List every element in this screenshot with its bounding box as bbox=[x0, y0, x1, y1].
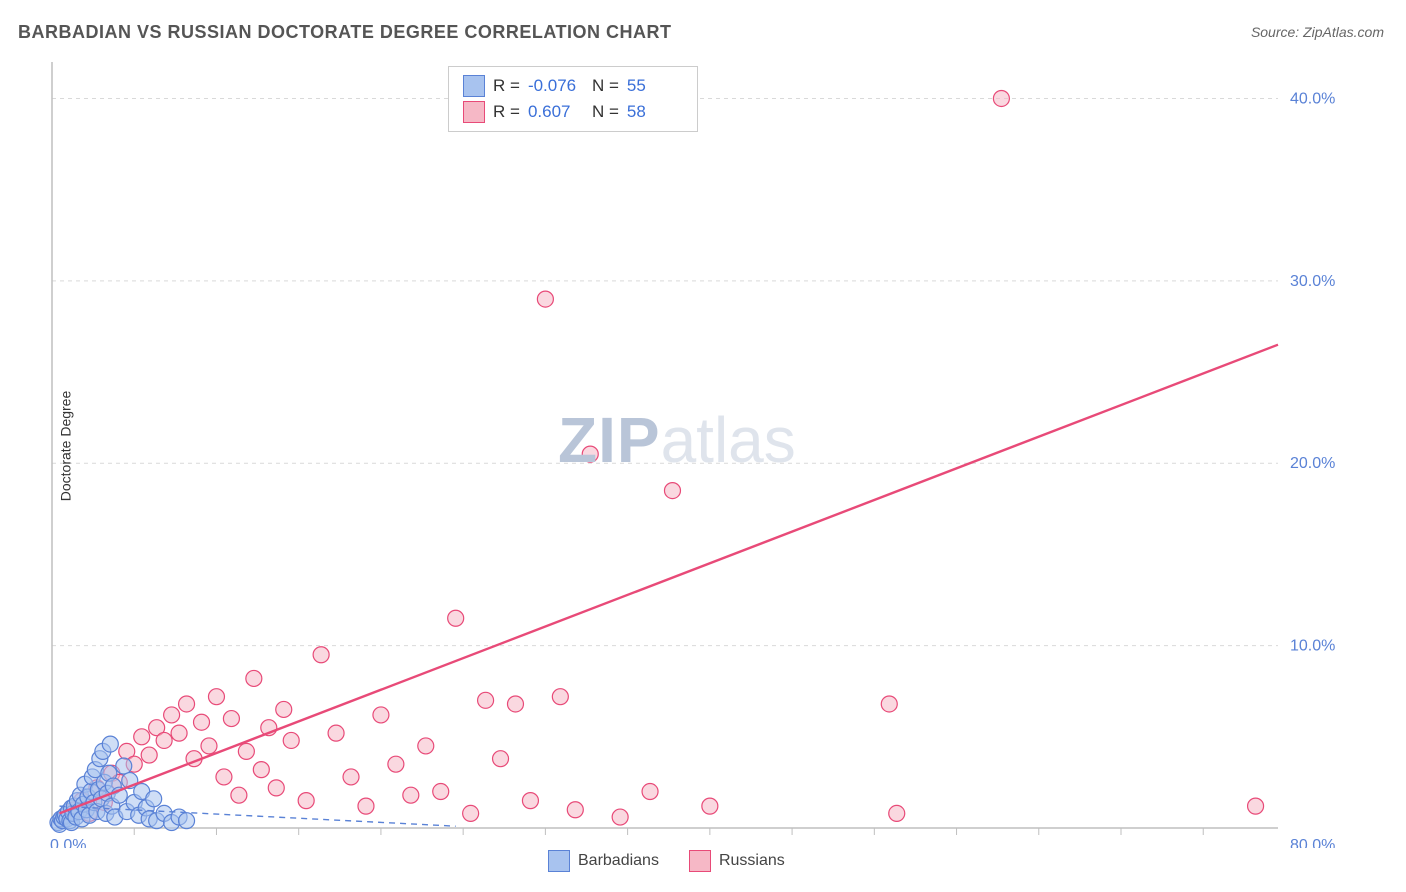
plot-svg: 10.0% 20.0% 30.0% 40.0% 0.0% 80.0% bbox=[48, 58, 1338, 848]
legend-swatch-barbadians-bottom bbox=[548, 850, 570, 872]
svg-text:0.0%: 0.0% bbox=[50, 837, 86, 848]
legend-n-value-barbadians: 55 bbox=[627, 73, 683, 99]
legend-n-label: N = bbox=[592, 99, 619, 125]
legend-swatch-russians bbox=[463, 101, 485, 123]
legend-item-barbadians: Barbadians bbox=[548, 850, 659, 872]
source-attribution: Source: ZipAtlas.com bbox=[1251, 24, 1384, 40]
legend-r-label: R = bbox=[493, 99, 520, 125]
legend-row-russians: R = 0.607 N = 58 bbox=[463, 99, 683, 125]
chart-title: BARBADIAN VS RUSSIAN DOCTORATE DEGREE CO… bbox=[18, 22, 672, 43]
legend-item-russians: Russians bbox=[689, 850, 785, 872]
legend-swatch-barbadians bbox=[463, 75, 485, 97]
scatter-plot: 10.0%20.0%30.0%40.0%0.0%80.0% ZIPatlas R… bbox=[48, 58, 1338, 848]
correlation-legend: R = -0.076 N = 55 R = 0.607 N = 58 bbox=[448, 66, 698, 132]
legend-r-value-barbadians: -0.076 bbox=[528, 73, 584, 99]
legend-n-value-russians: 58 bbox=[627, 99, 683, 125]
legend-swatch-russians-bottom bbox=[689, 850, 711, 872]
svg-text:10.0%: 10.0% bbox=[1290, 638, 1335, 655]
legend-label-russians: Russians bbox=[719, 852, 785, 869]
legend-row-barbadians: R = -0.076 N = 55 bbox=[463, 73, 683, 99]
svg-text:80.0%: 80.0% bbox=[1290, 837, 1335, 848]
svg-text:30.0%: 30.0% bbox=[1290, 273, 1335, 290]
legend-n-label: N = bbox=[592, 73, 619, 99]
y-axis-label: Doctorate Degree bbox=[57, 391, 73, 502]
series-legend: Barbadians Russians bbox=[548, 850, 785, 872]
svg-text:40.0%: 40.0% bbox=[1290, 90, 1335, 107]
legend-r-value-russians: 0.607 bbox=[528, 99, 584, 125]
legend-r-label: R = bbox=[493, 73, 520, 99]
legend-label-barbadians: Barbadians bbox=[578, 852, 659, 869]
svg-text:20.0%: 20.0% bbox=[1290, 455, 1335, 472]
